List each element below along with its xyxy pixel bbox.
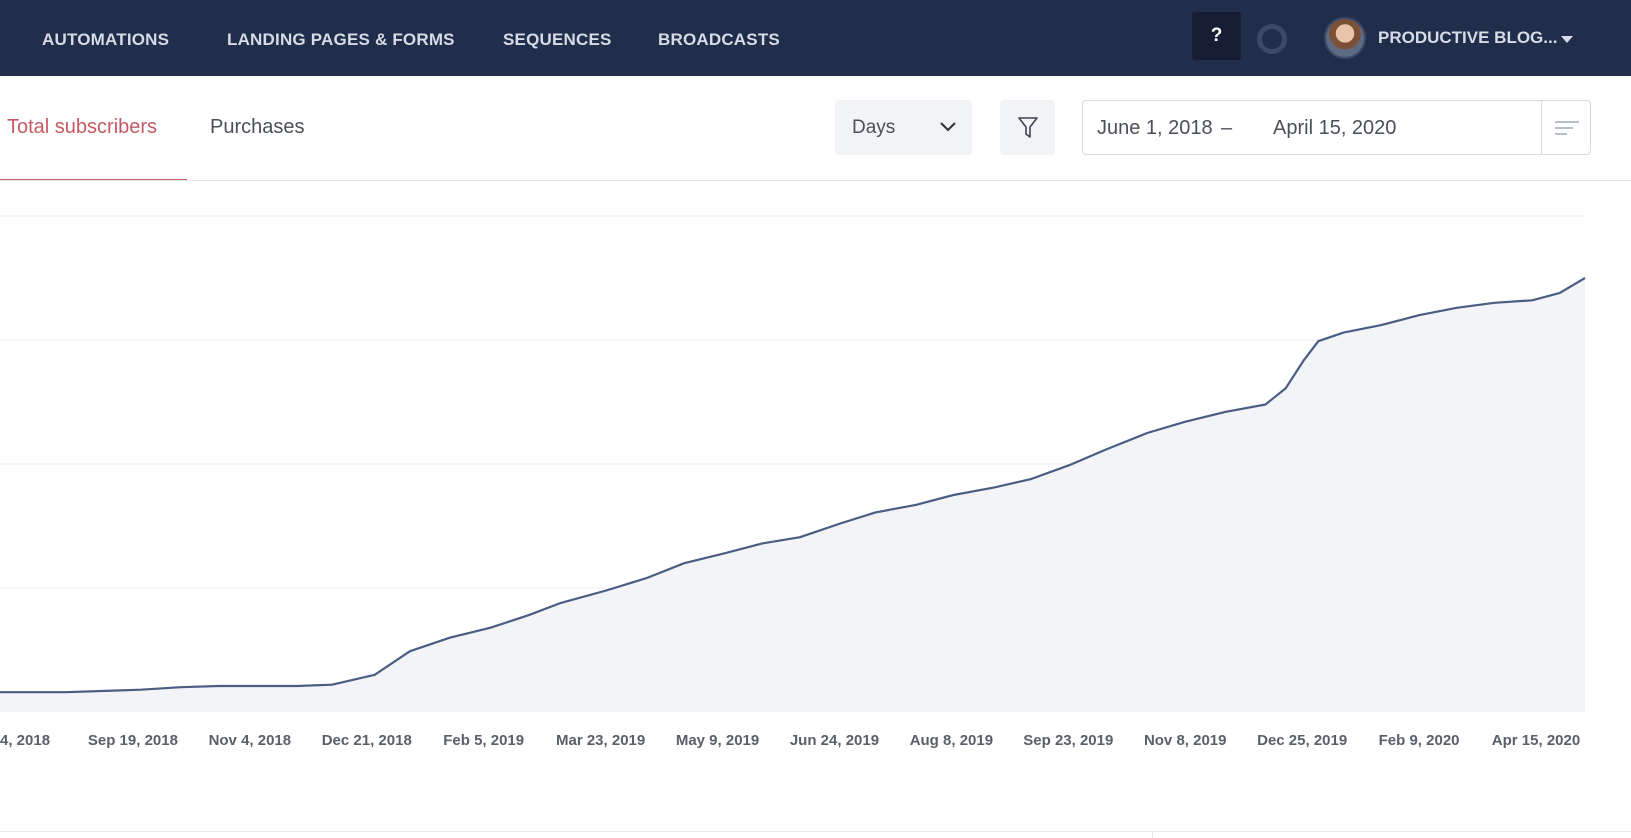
x-tick-label: Apr 15, 2020 xyxy=(1492,732,1580,749)
chart-series-line xyxy=(0,277,1586,694)
x-tick-label: Nov 4, 2018 xyxy=(209,732,292,749)
tab-total-subscribers[interactable]: Total subscribers xyxy=(7,116,158,138)
x-tick-label: Dec 21, 2018 xyxy=(322,732,412,749)
x-tick-label: Aug 8, 2019 xyxy=(910,732,993,749)
funnel-icon xyxy=(1017,116,1038,138)
x-tick-label: Dec 25, 2019 xyxy=(1257,732,1347,749)
date-range-separator: – xyxy=(1221,117,1233,139)
date-range-divider xyxy=(1541,101,1542,154)
account-name[interactable]: PRODUCTIVE BLOG... xyxy=(1378,28,1558,47)
help-button[interactable]: ? xyxy=(1192,12,1241,60)
date-range-end[interactable]: April 15, 2020 xyxy=(1273,117,1397,139)
avatar[interactable] xyxy=(1324,17,1366,59)
date-range-picker[interactable]: June 1, 2018 – April 15, 2020 xyxy=(1082,100,1591,155)
tab-purchases[interactable]: Purchases xyxy=(210,116,305,138)
header-divider xyxy=(0,180,1631,181)
x-axis-ticks: 4, 2018 Sep 19, 2018 Nov 4, 2018 Dec 21, 20… xyxy=(0,732,1580,749)
x-tick-label: Feb 5, 2019 xyxy=(443,732,524,749)
x-tick-label: Sep 19, 2018 xyxy=(88,732,178,749)
footer-divider xyxy=(0,831,1631,832)
interval-select-value: Days xyxy=(852,117,896,138)
chart-area-fill xyxy=(0,278,1585,712)
ring-icon xyxy=(1257,24,1287,54)
date-range-start[interactable]: June 1, 2018 xyxy=(1097,117,1213,139)
x-tick-label: Feb 9, 2020 xyxy=(1379,732,1460,749)
nav-item-sequences[interactable]: SEQUENCES xyxy=(503,30,612,49)
x-tick-label: May 9, 2019 xyxy=(676,732,759,749)
x-tick-label: Mar 23, 2019 xyxy=(556,732,645,749)
interval-select[interactable]: Days xyxy=(835,100,972,155)
nav-item-landing-pages-forms[interactable]: LANDING PAGES & FORMS xyxy=(227,30,455,49)
list-icon[interactable] xyxy=(1555,119,1579,137)
x-tick-label: 4, 2018 xyxy=(0,732,50,749)
x-tick-label: Sep 23, 2019 xyxy=(1023,732,1113,749)
footer-vertical-divider xyxy=(1152,831,1153,838)
x-tick-label: Nov 8, 2019 xyxy=(1144,732,1227,749)
nav-item-broadcasts[interactable]: BROADCASTS xyxy=(658,30,780,49)
caret-down-icon[interactable] xyxy=(1561,36,1573,43)
question-mark-icon: ? xyxy=(1210,25,1223,46)
chevron-down-icon xyxy=(940,122,956,132)
nav-item-automations[interactable]: AUTOMATIONS xyxy=(42,30,170,49)
subscribers-chart: 4, 2018 Sep 19, 2018 Nov 4, 2018 Dec 21, 20… xyxy=(0,215,1586,749)
filter-button[interactable] xyxy=(1000,100,1055,155)
top-navigation-bar: AUTOMATIONS LANDING PAGES & FORMS SEQUEN… xyxy=(0,0,1631,76)
x-tick-label: Jun 24, 2019 xyxy=(790,732,879,749)
